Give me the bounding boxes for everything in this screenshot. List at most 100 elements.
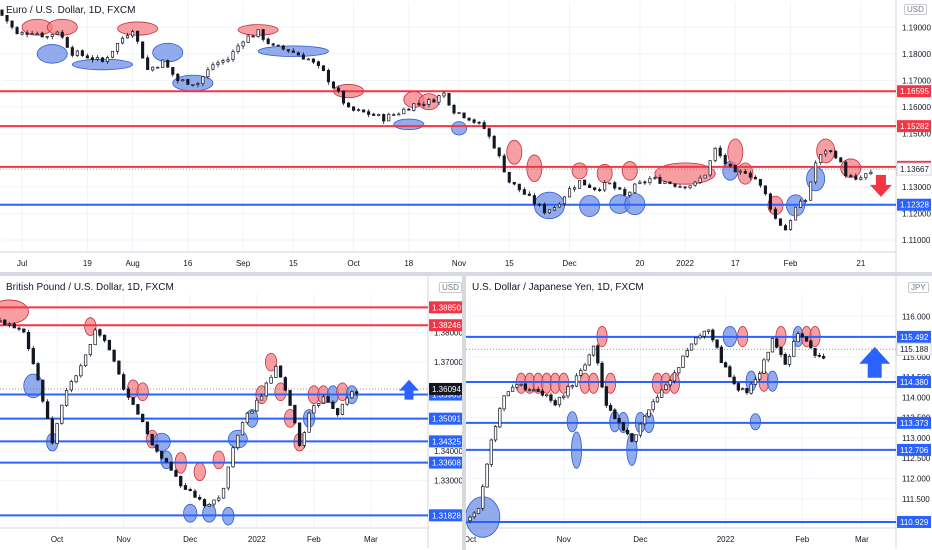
zone-red [526, 154, 543, 182]
candle-body [136, 30, 140, 42]
candle-body [623, 189, 627, 196]
eurusd-currency-badge[interactable]: USD [904, 4, 927, 15]
candle [126, 32, 130, 39]
level-label-text: 1.34325 [432, 437, 461, 446]
y-tick-label: 1.17000 [902, 76, 931, 85]
candle-body [522, 189, 526, 195]
candle [481, 484, 485, 511]
candle [301, 52, 305, 60]
candle [316, 403, 321, 408]
candle-body [382, 114, 386, 122]
x-tick-label: 17 [731, 259, 740, 268]
arrow-up-icon [399, 379, 419, 400]
x-tick-label: Oct [466, 535, 477, 544]
y-tick-label: 1.12000 [902, 209, 931, 218]
horizontal-divider[interactable] [0, 272, 932, 276]
candle [703, 174, 707, 179]
candle-body [261, 29, 265, 40]
candle-body [120, 37, 125, 44]
candle [736, 382, 741, 393]
candle [677, 367, 681, 376]
candle-body [110, 50, 115, 58]
candle [603, 180, 607, 192]
candle [532, 192, 536, 207]
candle [748, 170, 752, 180]
candle-body [834, 150, 838, 159]
candle-body [493, 426, 498, 441]
candle [638, 422, 643, 438]
candle [281, 44, 285, 51]
candle [557, 202, 562, 208]
gbpusd-currency-badge[interactable]: USD [439, 282, 462, 293]
candle [269, 374, 273, 384]
candle-body [36, 363, 40, 381]
level-label: 114.380 [897, 376, 931, 389]
vertical-divider[interactable] [462, 276, 466, 550]
candle-body [95, 57, 99, 60]
candle-body [706, 329, 711, 332]
candle-body [316, 403, 321, 406]
level-label: 113.373 [897, 416, 931, 429]
level-label-text: 1.12328 [900, 201, 929, 210]
candle [276, 44, 280, 47]
candle [532, 387, 536, 393]
usdjpy-currency-badge[interactable]: JPY [908, 282, 929, 293]
candle [472, 511, 476, 520]
candle [102, 334, 107, 343]
candle [745, 388, 749, 395]
level-label-text: 1.38246 [432, 321, 461, 330]
candle [212, 499, 216, 507]
candle [321, 65, 325, 72]
candle-body [271, 43, 275, 46]
candle [653, 175, 657, 181]
candle-body [783, 225, 788, 231]
candle [834, 149, 838, 159]
candle [540, 389, 545, 397]
y-tick-label: 1.38000 [434, 329, 462, 338]
usdjpy-panel: 111.000111.500112.000112.500113.000113.5… [466, 276, 932, 550]
candle [20, 30, 24, 36]
candle [698, 175, 702, 185]
candle-body [549, 394, 553, 401]
candle-body [417, 103, 421, 105]
level-label-bg [897, 443, 931, 456]
level-label-bg [897, 515, 931, 528]
candle-body [10, 20, 14, 28]
x-tick-label: Nov [557, 535, 571, 544]
candle [45, 399, 50, 419]
candle-body [748, 172, 752, 178]
level-label-text: 1.35905 [432, 391, 461, 400]
candle [250, 409, 254, 414]
eurusd-chart[interactable]: 1.11000 1.12000 1.13000 1.15000 1.16000 1.170… [0, 0, 932, 272]
eurusd-levels [0, 90, 896, 206]
candle-body [442, 92, 446, 97]
candle-body [181, 79, 185, 82]
candle [809, 339, 813, 349]
candle-body [683, 186, 687, 189]
last-price-text: 1.36094 [432, 385, 461, 394]
candle-body [302, 432, 307, 446]
candle-body [196, 83, 200, 85]
gbpusd-grid [0, 294, 428, 528]
candle [412, 103, 416, 112]
candle-body [367, 111, 371, 115]
candle-body [50, 34, 54, 37]
level-label: 1.35091 [429, 412, 462, 425]
candle [672, 370, 677, 384]
candle-body [658, 177, 662, 184]
candle [90, 55, 94, 63]
candle-body [648, 178, 652, 184]
candle [231, 49, 235, 63]
candle-body [7, 323, 12, 326]
level-label: 110.929 [897, 515, 931, 528]
usdjpy-chart[interactable]: 111.000111.500112.000112.500113.000113.5… [466, 276, 932, 550]
candle-body [547, 209, 551, 214]
candle-body [723, 362, 728, 368]
gbpusd-levels [0, 306, 428, 517]
candle-body [340, 403, 345, 415]
candle-body [171, 67, 175, 75]
gbpusd-chart[interactable]: 1.33000 1.34000 1.37000 1.38000 1.38850 1.382… [0, 276, 462, 550]
candle-body [553, 400, 557, 406]
candle [694, 337, 698, 346]
candle [651, 398, 655, 413]
